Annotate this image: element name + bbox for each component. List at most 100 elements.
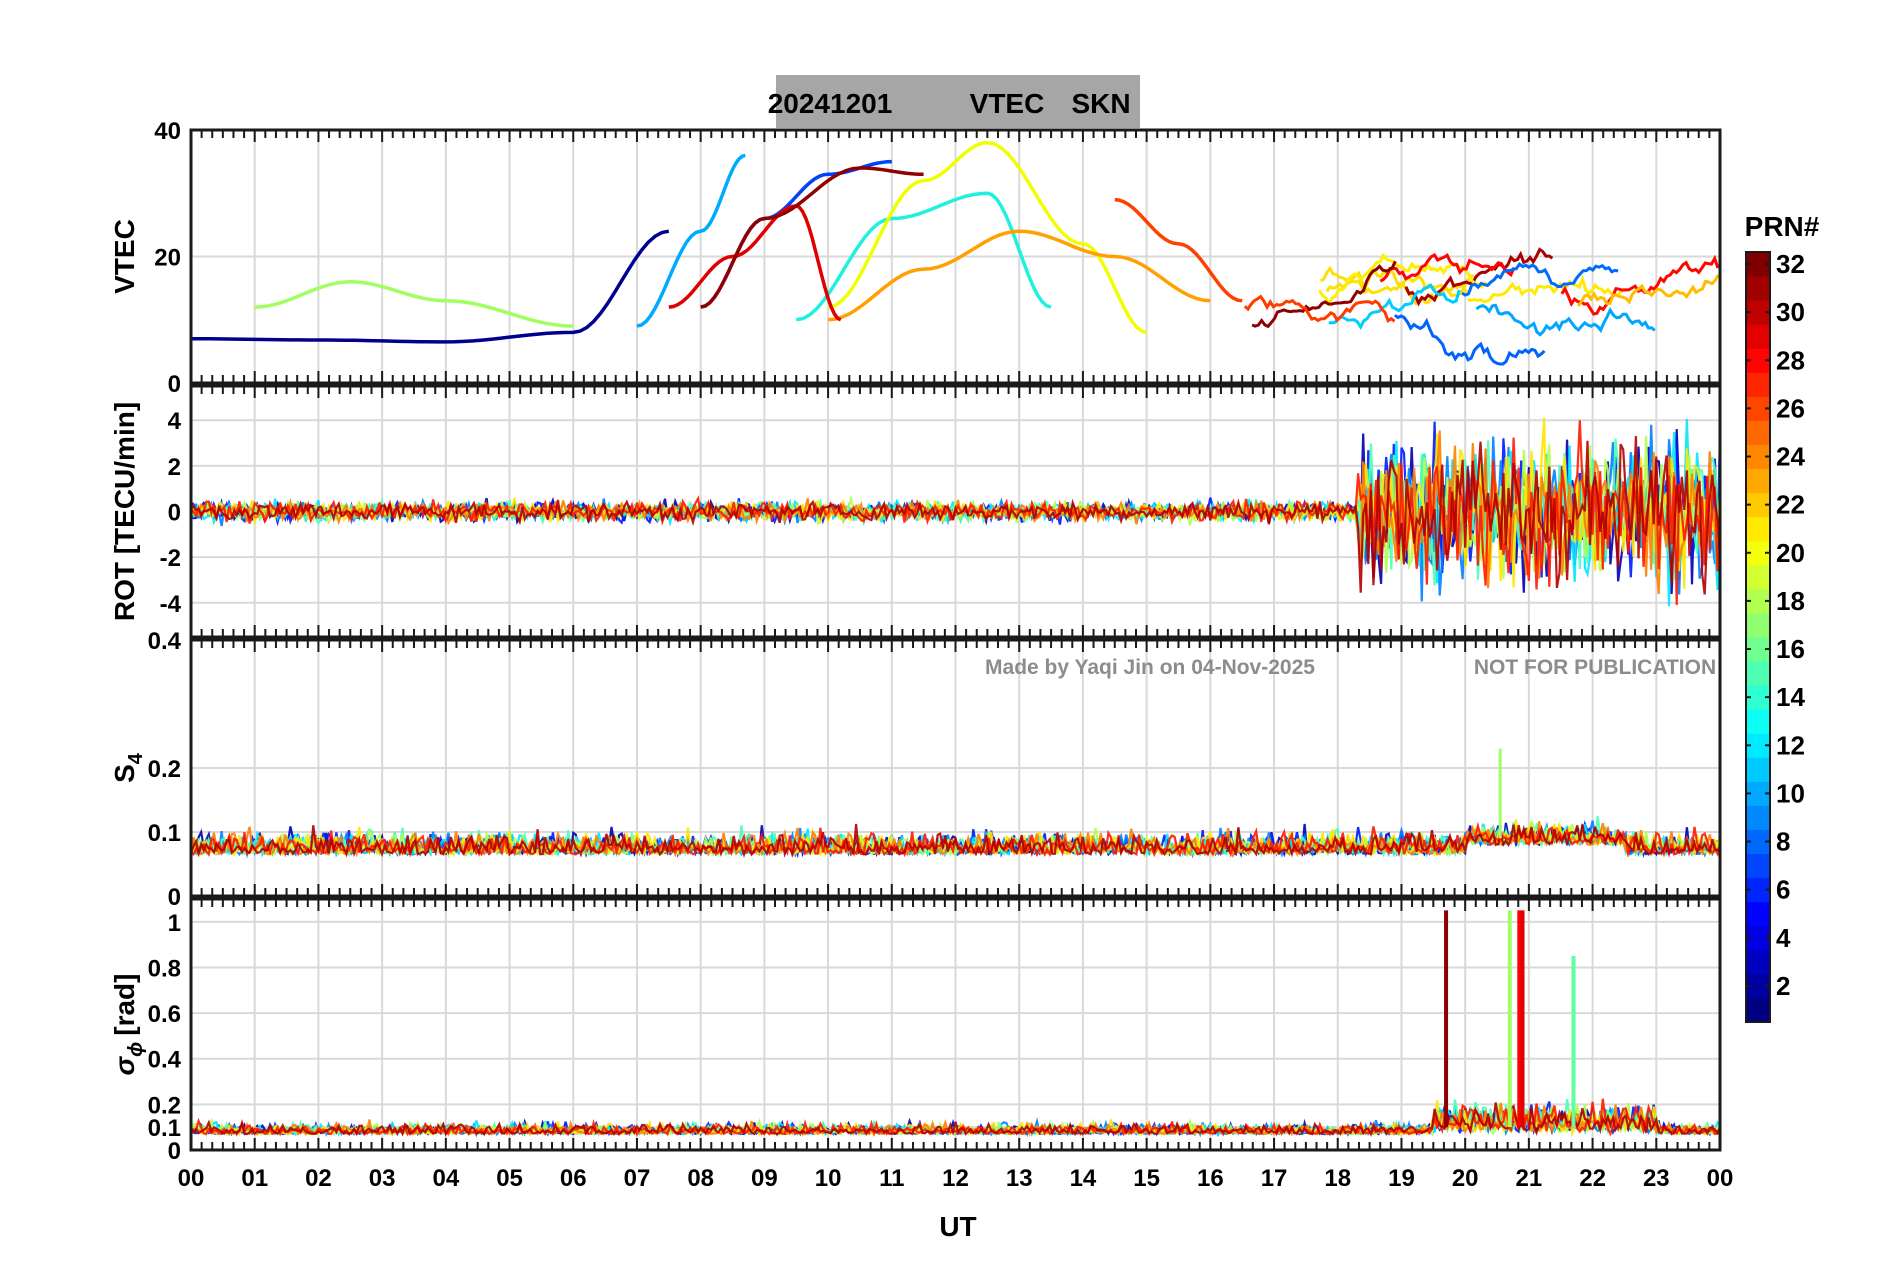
- colorbar-tick-label: 14: [1776, 682, 1805, 712]
- x-tick-label: 05: [496, 1165, 523, 1192]
- x-tick-label: 23: [1643, 1165, 1670, 1192]
- y-tick-label: 2: [168, 454, 181, 481]
- x-tick-label: 11: [879, 1165, 904, 1192]
- vtec-line: [1576, 274, 1720, 307]
- vtec-line: [1319, 265, 1469, 306]
- y-tick-label: 4: [168, 408, 182, 435]
- vtec-line: [1379, 253, 1516, 283]
- vtec-line: [1251, 260, 1397, 329]
- y-tick-label: 0: [168, 371, 181, 398]
- y-tick-label: 0: [168, 884, 181, 911]
- x-tick-label: 03: [369, 1165, 396, 1192]
- y-axis-label-sub: 4: [125, 752, 147, 764]
- y-tick-label: 0.8: [148, 955, 181, 982]
- x-tick-label: 22: [1579, 1165, 1606, 1192]
- vtec-line: [795, 191, 1052, 322]
- colorbar-tick-label: 18: [1776, 586, 1805, 616]
- x-tick-label: 20: [1452, 1165, 1479, 1192]
- colorbar-swatch: [1746, 276, 1770, 301]
- y-tick-label: 0.1: [148, 1115, 181, 1142]
- x-tick-label: 02: [305, 1165, 332, 1192]
- trace-rot: [191, 436, 1720, 595]
- colorbar-tick-label: 30: [1776, 297, 1805, 327]
- y-tick-label: 0: [168, 500, 181, 527]
- vtec-line: [1475, 303, 1656, 337]
- y-axis-label: ROT [TECU/min]: [109, 402, 140, 621]
- vtec-line: [1560, 254, 1720, 316]
- colorbar-tick-label: 12: [1776, 730, 1805, 760]
- colorbar-swatch: [1746, 420, 1770, 445]
- colorbar-tick-label: 20: [1776, 538, 1805, 568]
- x-tick-label: 10: [815, 1165, 842, 1192]
- colorbar-swatch: [1746, 997, 1770, 1023]
- x-tick-label: 09: [751, 1165, 778, 1192]
- colorbar-swatch: [1746, 612, 1770, 638]
- colorbar-swatch: [1746, 805, 1770, 830]
- vtec-line: [1328, 283, 1461, 331]
- vtec-line: [636, 153, 746, 328]
- x-tick-label: 00: [1707, 1165, 1734, 1192]
- traces-rot: [191, 417, 1720, 607]
- watermark-credit: Made by Yaqi Jin on 04-Nov-2025: [985, 656, 1315, 679]
- y-tick-label: -4: [160, 591, 182, 618]
- traces-vtec: [191, 140, 1720, 366]
- vtec-line: [700, 159, 892, 309]
- traces-s4: [191, 748, 1720, 859]
- trace-s4: [191, 823, 1720, 859]
- colorbar-tick-label: 24: [1776, 442, 1805, 472]
- colorbar-tick-label: 2: [1776, 971, 1790, 1001]
- y-tick-label: 40: [154, 118, 181, 145]
- vtec-line: [191, 229, 670, 344]
- colorbar-swatch: [1746, 901, 1770, 927]
- vtec-line: [1243, 294, 1396, 323]
- x-tick-label: 13: [1006, 1165, 1033, 1192]
- trace-sigma: [191, 1102, 1720, 1138]
- vtec-line: [1467, 274, 1628, 304]
- title-bar: [776, 75, 1140, 128]
- title-station: SKN: [1071, 88, 1130, 119]
- y-tick-label: 0.4: [148, 1047, 182, 1074]
- vtec-line: [1461, 261, 1619, 297]
- y-axis-label-sub: ϕ: [125, 1042, 147, 1057]
- traces-sigma: [191, 910, 1720, 1138]
- x-tick-label: 18: [1324, 1165, 1351, 1192]
- x-tick-label: 07: [624, 1165, 651, 1192]
- x-tick-label: 00: [178, 1165, 205, 1192]
- y-axis-label-symbol: σ: [109, 1055, 140, 1075]
- colorbar-tick-label: 8: [1776, 827, 1790, 857]
- y-tick-label: 0.2: [148, 756, 181, 783]
- colorbar-tick-label: 10: [1776, 778, 1805, 808]
- vtec-line: [827, 229, 1211, 322]
- x-tick-label: 08: [687, 1165, 714, 1192]
- colorbar-tick-label: 4: [1776, 923, 1791, 953]
- colorbar-swatch: [1746, 661, 1770, 686]
- vtec-line: [827, 140, 1148, 335]
- vtec-line: [1404, 247, 1554, 307]
- y-tick-label: 0: [168, 1138, 181, 1165]
- colorbar-swatch: [1746, 853, 1770, 879]
- colorbar-swatch: [1746, 564, 1770, 590]
- vtec-line: [1114, 197, 1243, 303]
- vtec-line: [1318, 252, 1490, 307]
- y-axis-label: σϕ [rad]: [109, 974, 147, 1076]
- colorbar-swatch: [1746, 709, 1770, 734]
- x-tick-label: 16: [1197, 1165, 1224, 1192]
- y-tick-label: 0.2: [148, 1092, 181, 1119]
- x-tick-label: 01: [241, 1165, 268, 1192]
- colorbar-swatch: [1746, 757, 1770, 782]
- x-tick-label: 12: [942, 1165, 969, 1192]
- title-product: VTEC: [970, 88, 1045, 119]
- colorbar-swatch: [1746, 372, 1770, 397]
- y-tick-label: 0.6: [148, 1001, 181, 1028]
- y-tick-label: 0.1: [148, 820, 181, 847]
- colorbar-tick-label: 16: [1776, 634, 1805, 664]
- vtec-line: [668, 204, 842, 322]
- y-tick-label: 1: [168, 910, 181, 937]
- colorbar-tick-label: 26: [1776, 393, 1805, 423]
- trace-sigma: [191, 1102, 1720, 1138]
- colorbar-frame: [1745, 251, 1771, 1023]
- colorbar-tick-label: 28: [1776, 345, 1805, 375]
- title-date: 20241201: [768, 88, 893, 119]
